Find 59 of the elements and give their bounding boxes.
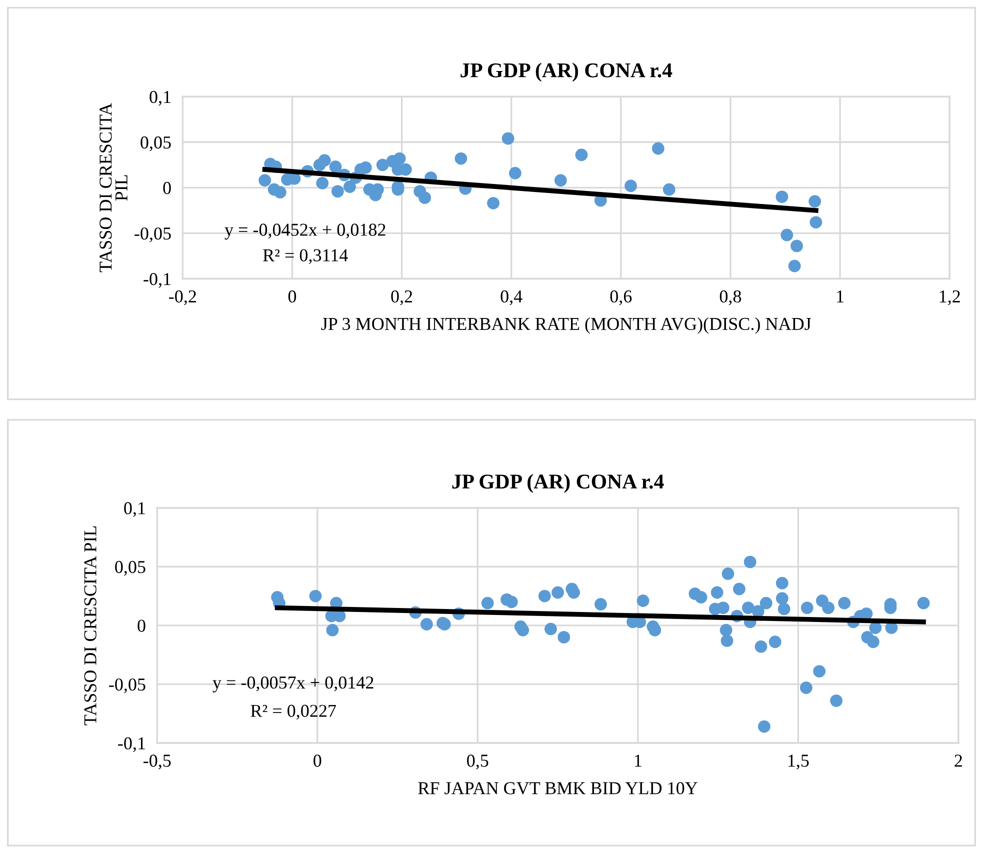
point [575,148,588,162]
point [508,166,522,180]
x-tick-label: 0,2 [391,290,412,306]
annotation: R² = 0,3114 [263,249,348,264]
point [487,196,500,210]
point [274,186,286,198]
x-tick-label: 0 [288,290,296,303]
y-tick-label: -0,05 [134,227,171,242]
x-tick-label: 0 [314,754,322,767]
point [258,174,272,187]
x-tick-label: 0,5 [467,754,488,770]
x-axis-title: JP 3 MONTH INTERBANK RATE (MONTH AVG)(DISC.) NADJ [321,317,811,334]
x-tick-label: 0,6 [610,290,632,306]
point [376,158,389,172]
y-tick-label: 0,1 [124,502,145,517]
point [318,154,331,167]
annotation: R² = 0,0227 [250,704,336,720]
point [554,174,567,187]
point [662,183,676,196]
point [624,180,637,192]
chart-title: JP GDP (AR) CONA r.4 [460,62,672,82]
point [418,191,431,204]
y-tick-label: -0,1 [118,737,145,752]
point [393,152,406,165]
point [808,195,822,208]
x-tick-label: -0,5 [144,754,171,770]
point [454,152,468,165]
x-axis-title: RF JAPAN GVT BMK BID YLD 10Y [418,782,698,794]
x-tick-label: 0,4 [500,290,522,306]
y-tick-label: 0,05 [115,560,146,576]
x-tick-label: 0,8 [720,290,742,306]
x-tick-label: 1 [837,290,844,302]
y-tick-label: 0,1 [150,90,170,106]
point [331,185,344,198]
point [502,132,514,145]
x-tick-label: -0,2 [169,290,196,306]
x-tick-label: 2 [954,754,962,767]
y-tick-label: 0 [163,182,171,194]
x-tick-label: 1,5 [788,754,809,770]
y-tick-label: -0,05 [109,678,146,694]
point [652,142,664,155]
point [810,216,822,228]
point [790,240,803,252]
annotation: y = -0,0057x + 0,0142 [212,676,374,692]
y-tick-label: 0,05 [140,136,171,152]
x-tick-label: 1 [634,754,642,767]
point [329,160,342,173]
y-axis-title: TASSO DI CRESCITA PIL [84,526,96,726]
chart-title: JP GDP (AR) CONA r.4 [452,474,664,493]
point [788,260,801,272]
point [316,176,329,190]
point [780,228,794,242]
y-axis-title: TASSO DI CRESCITA PIL [100,102,128,272]
annotation: y = -0,0452x + 0,0182 [224,224,386,240]
y-tick-label: -0,1 [144,272,170,288]
point [344,180,356,193]
point [776,190,788,203]
y-tick-label: 0 [138,620,146,632]
x-tick-label: 1,2 [940,290,960,306]
